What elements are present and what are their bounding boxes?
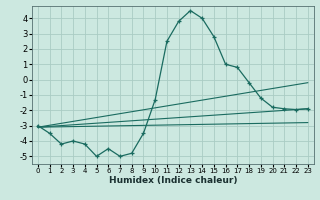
X-axis label: Humidex (Indice chaleur): Humidex (Indice chaleur) <box>108 176 237 185</box>
